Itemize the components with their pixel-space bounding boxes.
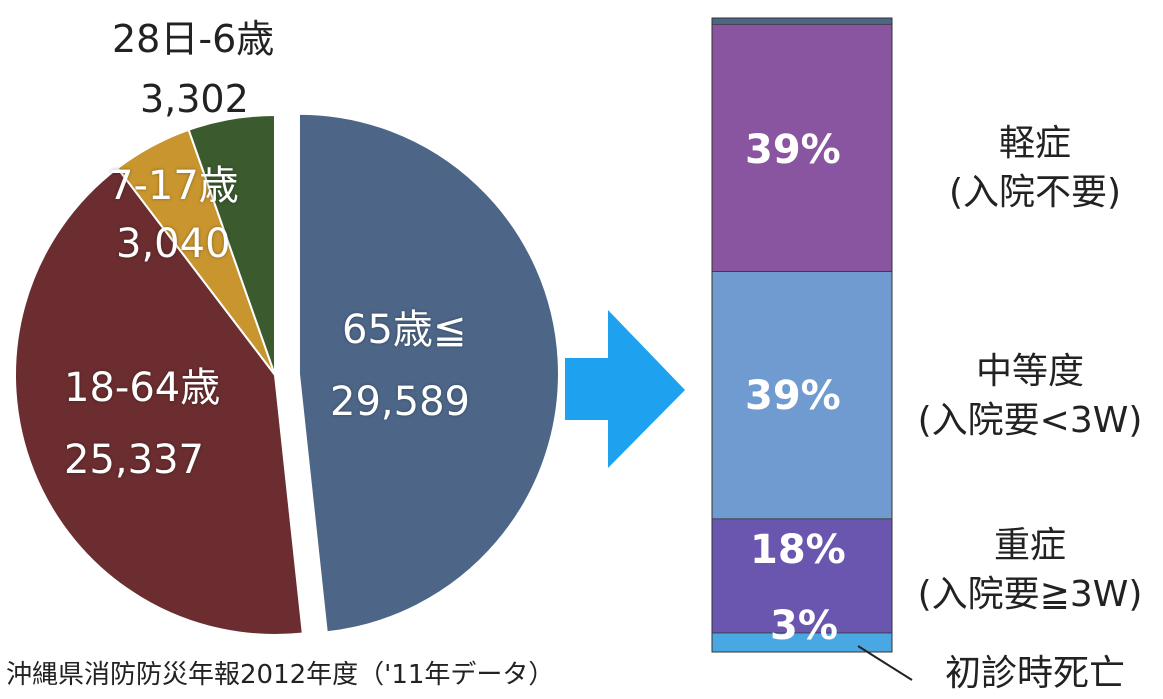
bar-label-severe: 重症 (入院要≧3W) [905,522,1155,619]
pie-value-child: 3,040 [116,224,231,264]
bar-pct-severe-text: 18% [750,527,846,573]
bar-pct-moderate-text: 39% [745,373,841,419]
bar-outline [711,17,893,653]
bar-label-moderate-name: 中等度 [975,351,1084,392]
bar-label-severe-sub: (入院要≧3W) [917,573,1143,615]
bar-pct-moderate: 39% [745,376,841,416]
pie-label-elderly-name: 65歳≦ [342,307,467,353]
pie-label-adult-name: 18-64歳 [64,365,221,411]
pie-label-elderly: 65歳≦ [342,310,466,350]
pie-label-adult: 18-64歳 [64,368,220,408]
pie-label-infant: 28日-6歳 [112,20,274,58]
bar-pct-death: 3% [770,606,838,646]
bar-label-death-name: 初診時死亡 [944,653,1125,694]
bar-label-moderate-sub: (入院要<3W) [917,399,1143,441]
pie-label-child-name: 7-17歳 [108,163,239,209]
bar-pct-death-text: 3% [770,603,838,649]
pie-label-child: 7-17歳 [108,166,239,206]
pie-value-adult: 25,337 [64,440,204,480]
bar-pct-severe: 18% [750,530,846,570]
bar-label-mild: 軽症 (入院不要) [925,120,1145,217]
pie-value-elderly: 29,589 [330,382,470,422]
pie-slice-infant [187,113,276,376]
bar-pct-mild-text: 39% [745,127,841,173]
bar-label-death: 初診時死亡 [925,650,1145,699]
pie-value-child-text: 3,040 [116,221,231,267]
pie-slice-adult [14,166,304,636]
bar-segment-mild [711,23,893,272]
bar-label-moderate: 中等度 (入院要<3W) [905,348,1155,445]
pie-label-infant-name: 28日-6歳 [112,17,275,61]
pie-value-infant: 3,302 [140,80,249,118]
death-leader-line [857,645,913,681]
pie-value-elderly-text: 29,589 [330,379,470,425]
bar-label-severe-name: 重症 [993,525,1066,566]
pie-slice-elderly [297,112,560,634]
pie-value-adult-text: 25,337 [64,437,204,483]
bar-pct-mild: 39% [745,130,841,170]
arrow-icon [565,310,685,468]
bar-label-mild-name: 軽症 [998,123,1071,164]
bar-label-mild-sub: (入院不要) [948,171,1122,213]
source-note: 沖縄県消防防災年報2012年度（'11年データ） [6,662,554,688]
source-note-text: 沖縄県消防防災年報2012年度（'11年データ） [6,660,555,690]
bar-segment-unlabeled [712,18,892,25]
pie-value-infant-text: 3,302 [140,77,249,121]
